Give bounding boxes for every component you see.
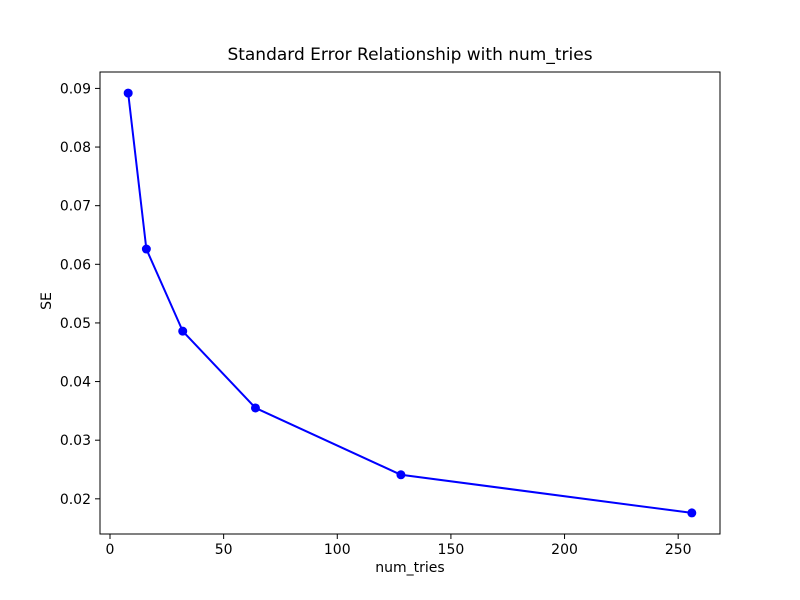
y-tick-label: 0.09 — [60, 81, 91, 97]
y-tick-label: 0.05 — [60, 316, 91, 332]
data-point — [687, 508, 697, 518]
y-tick-label: 0.07 — [60, 199, 91, 215]
chart-title: Standard Error Relationship with num_tri… — [227, 45, 593, 65]
x-tick-label: 200 — [551, 542, 578, 558]
data-point — [178, 326, 188, 336]
y-tick-label: 0.04 — [60, 375, 91, 391]
data-point — [141, 244, 151, 254]
y-tick-label: 0.06 — [60, 257, 91, 273]
x-tick-label: 0 — [106, 542, 115, 558]
data-line — [127, 92, 693, 514]
x-tick-label: 100 — [324, 542, 351, 558]
x-tick-label: 250 — [665, 542, 692, 558]
data-point — [123, 88, 133, 98]
y-tick-label: 0.02 — [60, 492, 91, 508]
data-point — [396, 470, 406, 480]
data-point — [250, 403, 260, 413]
plot-border — [99, 71, 721, 535]
y-tick-label: 0.03 — [60, 433, 91, 449]
x-tick-label: 150 — [438, 542, 465, 558]
x-tick-label: 50 — [215, 542, 233, 558]
y-tick-label: 0.08 — [60, 140, 91, 156]
x-axis-label: num_tries — [375, 560, 445, 576]
